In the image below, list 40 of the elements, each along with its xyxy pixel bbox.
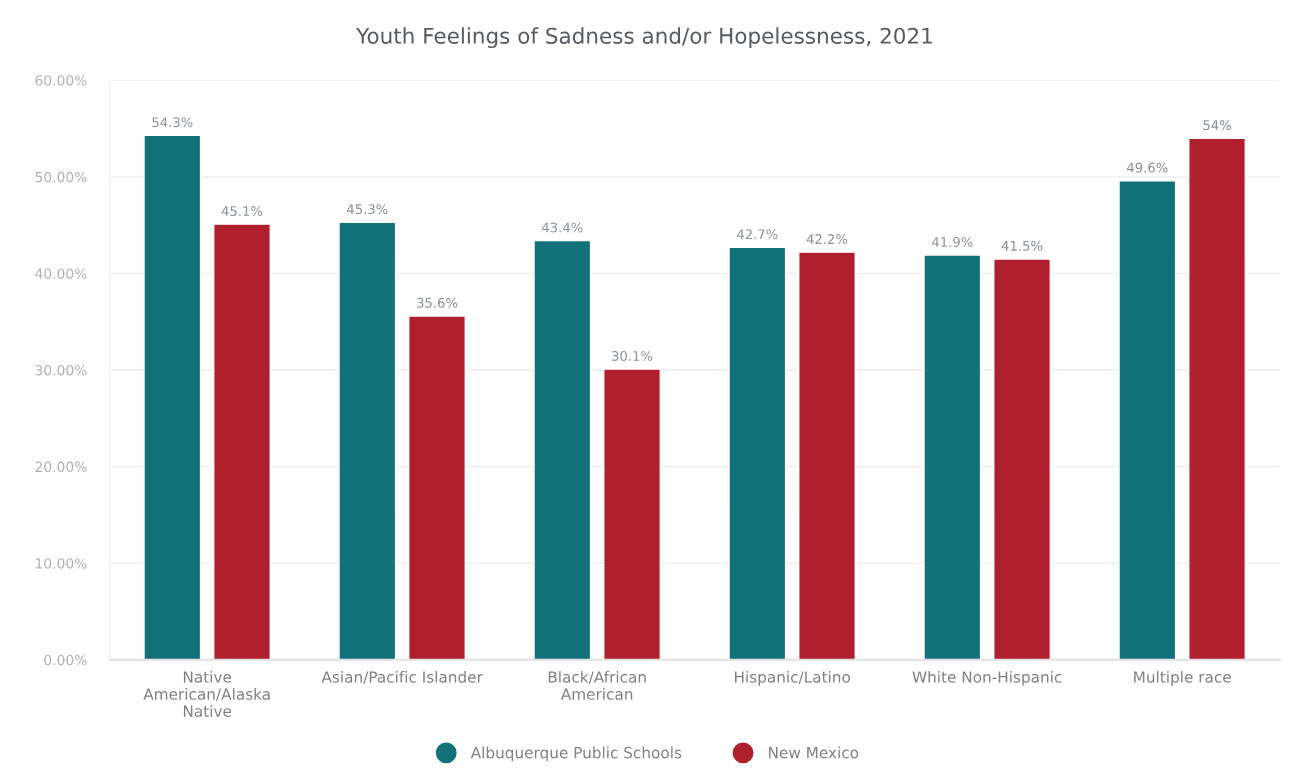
- bar: [603, 368, 661, 660]
- bar: [213, 223, 271, 660]
- y-tick-label: 40.00%: [35, 268, 87, 279]
- bar: [728, 246, 787, 660]
- y-tick-label: 50.00%: [35, 171, 87, 183]
- x-tick-label: Black/African American: [548, 670, 646, 700]
- bar: [143, 134, 202, 660]
- data-label: 43.4%: [541, 222, 583, 233]
- bar: [338, 221, 397, 660]
- data-label: 41.9%: [932, 236, 973, 247]
- data-label: 54.3%: [152, 117, 193, 128]
- y-tick-label: 30.00%: [35, 364, 87, 376]
- y-tick-label: 20.00%: [35, 461, 87, 473]
- data-label: 30.1%: [612, 350, 653, 361]
- data-label: 42.2%: [806, 234, 848, 245]
- bar: [408, 315, 466, 660]
- x-tick-label: Native American/Alaska Native: [143, 670, 270, 717]
- data-label: 49.6%: [1127, 162, 1168, 173]
- legend-label: Albuquerque Public Schools: [470, 746, 682, 762]
- data-label: 41.5%: [1001, 240, 1043, 251]
- bar: [798, 251, 856, 660]
- y-tick-label: 10.00%: [36, 558, 87, 569]
- y-tick-label: 60.00%: [35, 75, 87, 86]
- y-tick-label: 0.00%: [44, 654, 87, 666]
- data-label: 42.7%: [737, 229, 778, 240]
- x-tick-label: Hispanic/Latino: [734, 670, 851, 686]
- bar: [1188, 137, 1247, 660]
- bar: [1118, 180, 1177, 660]
- legend-label: New Mexico: [769, 746, 859, 759]
- chart-title: Youth Feelings of Sadness and/or Hopelessness, 2021: [356, 27, 932, 49]
- bar: [923, 254, 982, 660]
- data-label: 54%: [1203, 120, 1231, 131]
- x-tick-label: Multiple race: [1134, 670, 1231, 686]
- x-tick-label: Asian/Pacific Islander: [321, 670, 483, 684]
- bar: [533, 239, 592, 660]
- bar: [993, 258, 1052, 660]
- data-label: 45.1%: [221, 206, 263, 217]
- x-tick-label: White Non-Hispanic: [912, 670, 1062, 686]
- data-label: 45.3%: [346, 204, 388, 215]
- data-label: 35.6%: [417, 297, 458, 308]
